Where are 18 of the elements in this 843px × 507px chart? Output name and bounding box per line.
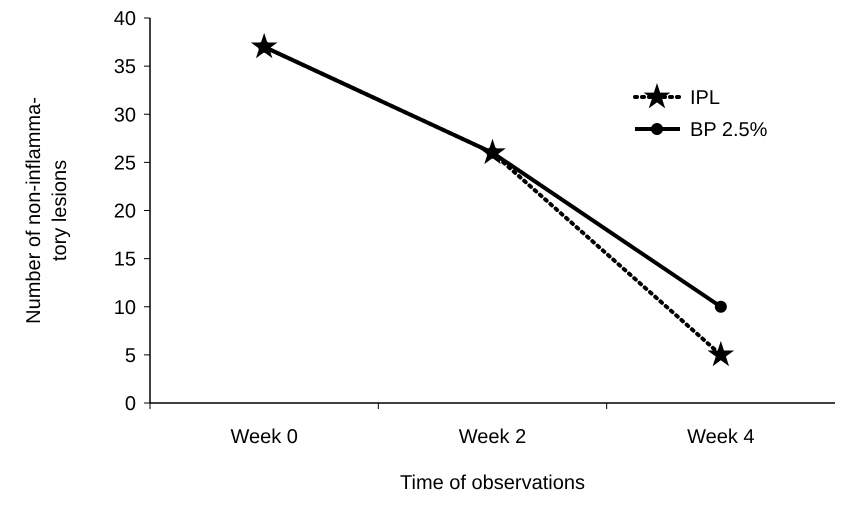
x-tick-label: Week 4 (687, 426, 755, 448)
y-tick-label: 25 (114, 152, 136, 174)
y-tick-label: 10 (114, 296, 136, 319)
point (708, 340, 734, 366)
legend-label: BP 2.5% (690, 119, 768, 141)
y-tick-label: 0 (124, 393, 136, 415)
y-tick-label: 5 (124, 344, 136, 367)
x-tick-label: Week 2 (458, 426, 526, 448)
y-tick-label: 15 (114, 248, 136, 271)
x-axis-title: Time of observations (400, 472, 585, 494)
y-tick-label: 20 (114, 200, 136, 222)
y-tick-label: 30 (114, 104, 136, 126)
x-tick-label: Week 0 (230, 426, 298, 448)
y-tick-label: 40 (114, 8, 136, 30)
y-axis-title: Number of non-inflamma- tory lesions (23, 97, 71, 324)
point (714, 300, 727, 313)
y-tick-label: 35 (114, 56, 136, 78)
legend-label: IPL (690, 87, 720, 109)
